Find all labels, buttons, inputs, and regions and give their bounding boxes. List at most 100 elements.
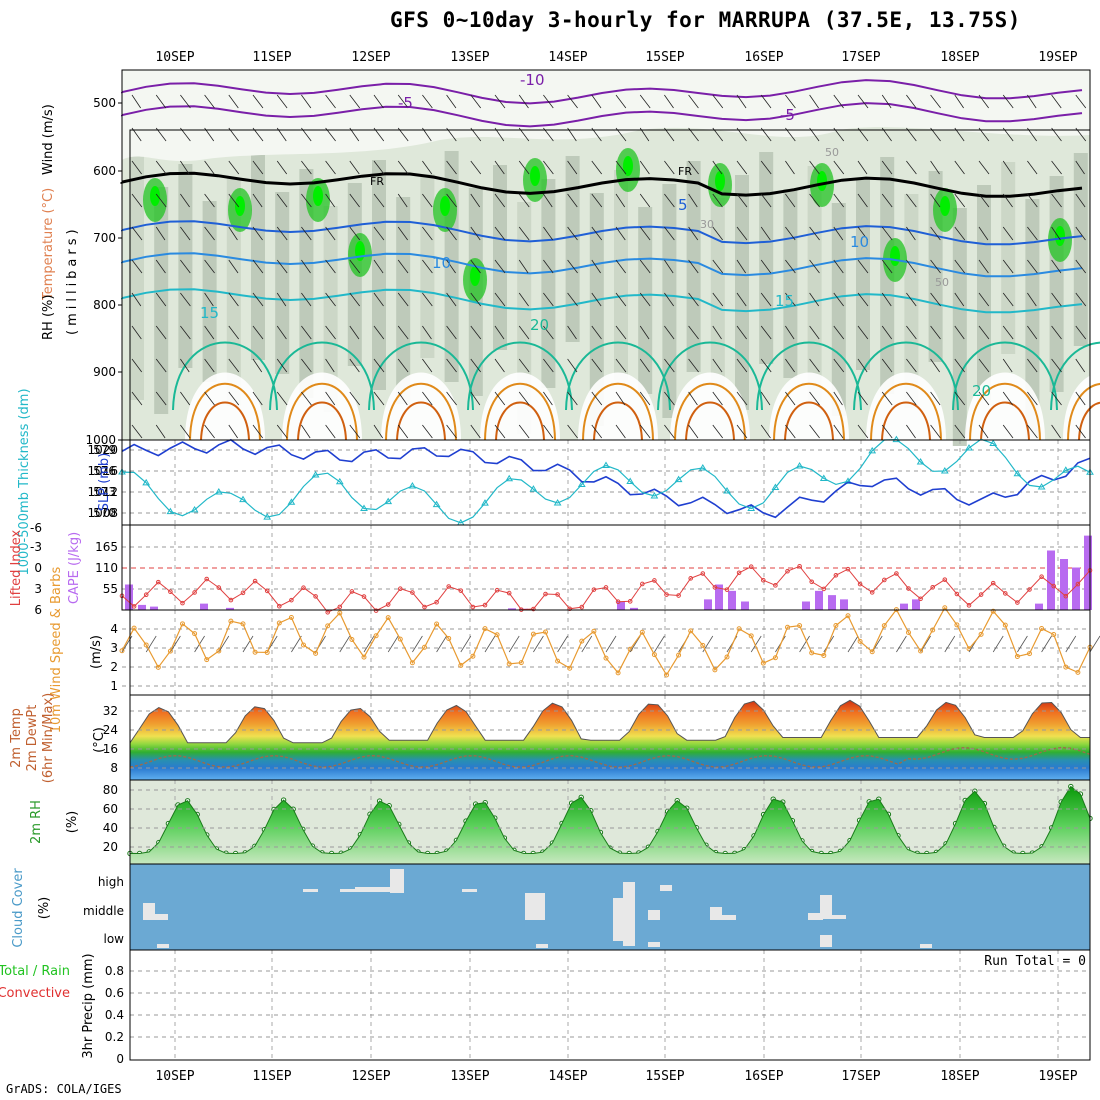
wind-barb <box>387 635 399 653</box>
cape-bar <box>508 608 516 610</box>
wind-barb <box>785 160 795 175</box>
wind-barb <box>736 193 748 208</box>
rh-column <box>372 160 386 390</box>
thickness-tick-label: 579 <box>93 443 116 457</box>
lifted-index-point <box>833 572 839 578</box>
wind-barb <box>639 259 651 274</box>
wind-barb <box>533 635 544 653</box>
wind-speed-point <box>760 660 766 666</box>
wind-speed-point <box>736 626 742 632</box>
wind-barb <box>1075 292 1087 307</box>
wind-barb <box>543 391 553 406</box>
thickness-point <box>844 477 852 484</box>
date-label-bottom: 13SEP <box>450 1069 489 1084</box>
wind-barb <box>446 259 456 274</box>
temp-contour-25 <box>385 382 457 441</box>
date-label-top: 15SEP <box>645 50 684 65</box>
temp-tick-label: 24 <box>103 723 118 737</box>
lifted-index-point <box>1003 591 1008 596</box>
wind-speed-point <box>906 629 911 635</box>
rh-saturated-area <box>940 196 950 216</box>
rh-column <box>226 178 241 406</box>
wind-barb <box>518 94 529 109</box>
wind-barb <box>567 259 578 274</box>
wind-barb <box>422 424 433 439</box>
wind-barb <box>1002 193 1013 208</box>
wind-barb <box>518 424 530 439</box>
wind-barb <box>785 259 796 274</box>
wind-speed-point <box>1051 632 1057 638</box>
wind-barb <box>349 325 360 340</box>
wind-barb <box>397 94 409 109</box>
wind-barb <box>591 226 603 241</box>
wind-barb <box>760 424 771 439</box>
wind-barb <box>809 358 820 373</box>
wind-speed-point <box>990 608 996 614</box>
cloud-axis-label: Cloud Cover <box>11 868 26 948</box>
thickness-point <box>505 474 514 482</box>
rh-column <box>589 193 604 426</box>
rh-column <box>396 197 411 404</box>
dry-dome <box>1063 372 1100 440</box>
rh-saturated-area <box>890 246 900 266</box>
wind-barb <box>799 635 810 653</box>
wind-barb <box>131 391 143 406</box>
wind-barb <box>1002 160 1013 175</box>
wind-barb <box>204 160 215 175</box>
wind-barb <box>992 635 1004 653</box>
temp-contour-20 <box>756 341 862 411</box>
wind-speed-point <box>192 631 198 637</box>
wind-barb <box>446 325 457 340</box>
lifted-index-point <box>978 592 984 597</box>
wind-speed-point <box>288 614 294 620</box>
cape-bar <box>1035 603 1043 610</box>
cloud-block <box>710 907 722 920</box>
cape-bar <box>630 607 638 610</box>
temp-contour-20 <box>467 341 573 411</box>
wind-barb <box>760 391 771 406</box>
wind-barb <box>954 226 966 241</box>
temp-tick-label: 16 <box>103 742 118 756</box>
wind-speed-point <box>579 638 585 644</box>
lifted-index-point <box>446 584 452 589</box>
contour-label: 20 <box>530 316 549 334</box>
cape-bar <box>900 603 908 610</box>
wind10m-axis-label-line: 10m Wind Speed & Barbs <box>49 567 64 734</box>
lifted-index-tick-label: -6 <box>30 521 42 535</box>
wind-barb <box>712 391 723 406</box>
slp-tick-label: 1016 <box>87 464 118 478</box>
wind-barb <box>857 160 868 175</box>
temp-contour-20 <box>1050 341 1100 411</box>
wind-barb <box>446 424 457 439</box>
wind-speed-point <box>615 670 621 676</box>
contour-label: -10 <box>520 71 545 89</box>
rh-column <box>565 156 580 342</box>
wind-barb <box>736 259 746 274</box>
temp2m-axis-label-line: (6hr Min/Max) <box>41 693 56 783</box>
wind-barb <box>688 94 699 109</box>
precip-tick-label: 0.2 <box>105 1030 124 1044</box>
wind-speed-point <box>748 633 754 639</box>
wind-barb <box>470 325 482 340</box>
thickness-point <box>166 507 175 515</box>
lifted-index-point <box>761 577 766 583</box>
wind-barb <box>470 259 481 274</box>
wind-barb <box>180 259 191 274</box>
wind-barb <box>581 635 593 653</box>
wind10m-axis-label: 10m Wind Speed & Barbs <box>49 567 64 734</box>
thickness-point <box>214 487 223 495</box>
lifted-index-tick-label: 0 <box>34 561 42 575</box>
cape-bar <box>1072 567 1080 610</box>
wind-barb <box>460 635 472 653</box>
wind-barb <box>847 635 859 653</box>
cloud-units-line: (%) <box>37 897 52 920</box>
wind-barb <box>1051 94 1062 109</box>
wind-barb <box>349 193 360 208</box>
rh-saturated-area <box>530 166 540 186</box>
lifted-index-point <box>143 592 149 598</box>
wind-barb <box>494 292 506 307</box>
wind-barb <box>857 259 869 274</box>
wind-barb <box>857 94 869 109</box>
contour-label: 5 <box>678 196 688 214</box>
pressure-tick-label: 600 <box>93 164 116 178</box>
